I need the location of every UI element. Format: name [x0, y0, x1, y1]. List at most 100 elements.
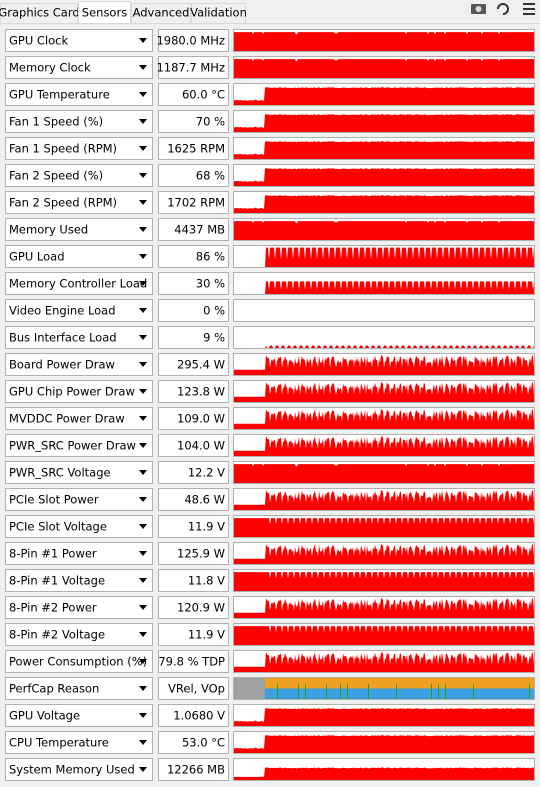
sensor-name-box[interactable] [5, 191, 153, 214]
sensor-name-box[interactable] [5, 218, 153, 241]
dropdown-arrow[interactable] [139, 443, 147, 448]
sensor-name-box[interactable] [5, 461, 153, 484]
sensor-name-box[interactable] [5, 623, 153, 646]
sensor-name: Memory Clock [9, 61, 91, 75]
dropdown-arrow[interactable] [139, 740, 147, 745]
sensor-graph [234, 409, 534, 429]
sensor-name-box[interactable] [5, 164, 153, 187]
perfcap-tick [277, 684, 278, 699]
sensor-row: 8-Pin #2 Voltage 11.9 V [5, 623, 535, 646]
sensor-name: GPU Temperature [9, 88, 110, 102]
dropdown-arrow[interactable] [139, 497, 147, 502]
sensor-value-box [158, 380, 229, 403]
dropdown-arrow[interactable] [139, 227, 147, 232]
dropdown-arrow[interactable] [139, 335, 147, 340]
sensor-graph [234, 114, 534, 132]
dropdown-arrow[interactable] [139, 200, 147, 205]
dropdown-arrow[interactable] [139, 713, 147, 718]
sensor-name-box[interactable] [5, 758, 153, 781]
sensor-name: 8-Pin #1 Power [9, 547, 97, 561]
refresh-icon[interactable] [497, 3, 509, 15]
tab-label[interactable]: Advanced [133, 6, 190, 20]
sensor-name: PCIe Slot Power [9, 493, 99, 507]
tab-label[interactable]: Sensors [82, 6, 127, 20]
dropdown-arrow[interactable] [139, 389, 147, 394]
sensor-name-box[interactable] [5, 29, 153, 52]
dropdown-arrow[interactable] [139, 92, 147, 97]
tab-label[interactable]: Validation [190, 6, 247, 20]
sensor-name-box[interactable] [5, 515, 153, 538]
dropdown-arrow[interactable] [139, 551, 147, 556]
sensor-name-box[interactable] [5, 353, 153, 376]
sensor-value: 11.9 V [188, 520, 225, 534]
sensor-name-box[interactable] [5, 488, 153, 511]
sensor-name-box[interactable] [5, 110, 153, 133]
dropdown-arrow[interactable] [139, 470, 147, 475]
dropdown-arrow[interactable] [139, 38, 147, 43]
sensor-name-box[interactable] [5, 407, 153, 430]
dropdown-arrow[interactable] [139, 146, 147, 151]
dropdown-arrow[interactable] [139, 173, 147, 178]
tab[interactable] [191, 3, 246, 24]
dropdown-arrow[interactable] [139, 254, 147, 259]
sensor-name-box[interactable] [5, 299, 153, 322]
dropdown-arrow[interactable] [139, 281, 147, 286]
dropdown-arrow[interactable] [139, 578, 147, 583]
dropdown-arrow[interactable] [139, 686, 147, 691]
dropdown-arrow[interactable] [139, 308, 147, 313]
sensor-row: Video Engine Load 0 % [5, 299, 535, 322]
sensor-name-box[interactable] [5, 245, 153, 268]
sensor-name-box[interactable] [5, 731, 153, 754]
menu-icon[interactable] [523, 3, 535, 15]
sensor-value: 1.0680 V [173, 709, 225, 723]
dropdown-arrow[interactable] [139, 632, 147, 637]
sensor-name: GPU Load [9, 250, 65, 264]
dropdown-arrow[interactable] [139, 119, 147, 124]
sensor-name-box[interactable] [5, 677, 153, 700]
sensor-row: CPU Temperature 53.0 °C [5, 731, 535, 754]
sensor-name-box[interactable] [5, 569, 153, 592]
sensor-graph [234, 168, 534, 186]
camera-icon[interactable] [471, 4, 486, 14]
dropdown-arrow[interactable] [139, 416, 147, 421]
sensor-value: 9 % [203, 331, 225, 345]
dropdown-arrow[interactable] [139, 767, 147, 772]
sensor-graph [234, 626, 534, 645]
sensor-name-box[interactable] [5, 704, 153, 727]
sensor-name-box[interactable] [5, 650, 153, 673]
sensor-value-box [158, 461, 229, 484]
perfcap-tick [529, 684, 530, 699]
sensor-value-box [158, 758, 229, 781]
sensor-value: 1187.7 MHz [156, 61, 225, 75]
camera-lens [475, 6, 482, 12]
sensor-name-box[interactable] [5, 596, 153, 619]
sensor-row: Memory Clock 1187.7 MHz [5, 56, 535, 79]
dropdown-arrow[interactable] [139, 65, 147, 70]
sensor-name-box[interactable] [5, 434, 153, 457]
dropdown-arrow[interactable] [139, 605, 147, 610]
tab[interactable] [78, 1, 131, 24]
sensor-row: PWR_SRC Voltage 12.2 V [5, 461, 535, 484]
tab[interactable] [0, 3, 78, 24]
sensor-name-box[interactable] [5, 272, 153, 295]
sensor-row: 8-Pin #1 Power 125.9 W [5, 542, 535, 565]
perfcap-tick [473, 684, 474, 699]
sensor-name-box[interactable] [5, 137, 153, 160]
sensor-name-box[interactable] [5, 56, 153, 79]
dropdown-arrow[interactable] [139, 524, 147, 529]
sensor-name-box[interactable] [5, 542, 153, 565]
sensor-name-box[interactable] [5, 83, 153, 106]
sensor-name-box[interactable] [5, 380, 153, 403]
sensor-name: GPU Clock [9, 34, 69, 48]
dropdown-arrow[interactable] [139, 659, 147, 664]
sensor-name: PCIe Slot Voltage [9, 520, 107, 534]
sensor-name-box[interactable] [5, 326, 153, 349]
sensor-value: 11.9 V [188, 628, 225, 642]
sensor-row: Board Power Draw 295.4 W [5, 353, 535, 376]
sensor-name: Video Engine Load [9, 304, 116, 318]
dropdown-arrow[interactable] [139, 362, 147, 367]
tab[interactable] [131, 3, 191, 24]
sensor-value-box [158, 164, 229, 187]
tab-label[interactable]: Graphics Card [0, 6, 80, 20]
